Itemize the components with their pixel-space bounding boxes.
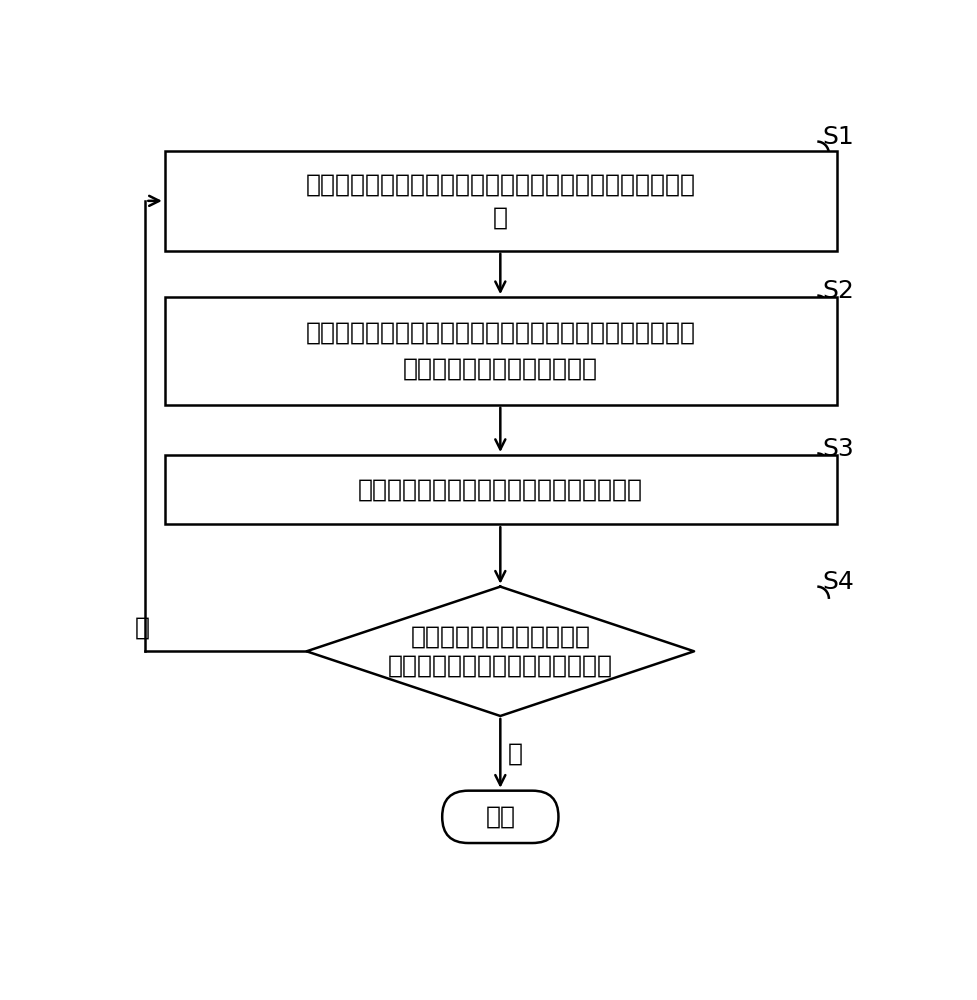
Text: 控制机械臂对所述滤波器的目标孔进行打磨: 控制机械臂对所述滤波器的目标孔进行打磨 bbox=[359, 478, 643, 502]
Polygon shape bbox=[307, 587, 694, 716]
Text: 否: 否 bbox=[135, 616, 149, 640]
Text: 结束: 结束 bbox=[486, 805, 515, 829]
Text: 中: 中 bbox=[493, 206, 508, 230]
Text: S1: S1 bbox=[822, 125, 854, 149]
Text: 是: 是 bbox=[508, 741, 523, 765]
FancyBboxPatch shape bbox=[165, 455, 836, 524]
Text: 所述策略网络根据所述滤波器当前的孔参数和指标值，确定: 所述策略网络根据所述滤波器当前的孔参数和指标值，确定 bbox=[306, 321, 696, 345]
Text: 根据打磨后的所述滤波器的: 根据打磨后的所述滤波器的 bbox=[410, 625, 590, 649]
FancyBboxPatch shape bbox=[165, 297, 836, 405]
Text: S4: S4 bbox=[822, 570, 854, 594]
Text: 所述滤波器的待打磨的目标孔: 所述滤波器的待打磨的目标孔 bbox=[404, 357, 598, 381]
Text: S3: S3 bbox=[822, 437, 854, 461]
Text: S2: S2 bbox=[822, 279, 854, 303]
FancyBboxPatch shape bbox=[165, 151, 836, 251]
Text: 将滤波器当前的孔参数和指标值输入至预先训练的策略网络: 将滤波器当前的孔参数和指标值输入至预先训练的策略网络 bbox=[306, 172, 696, 196]
Text: 指标值，判断所述滤波器是否合格: 指标值，判断所述滤波器是否合格 bbox=[388, 654, 613, 678]
FancyBboxPatch shape bbox=[443, 791, 559, 843]
